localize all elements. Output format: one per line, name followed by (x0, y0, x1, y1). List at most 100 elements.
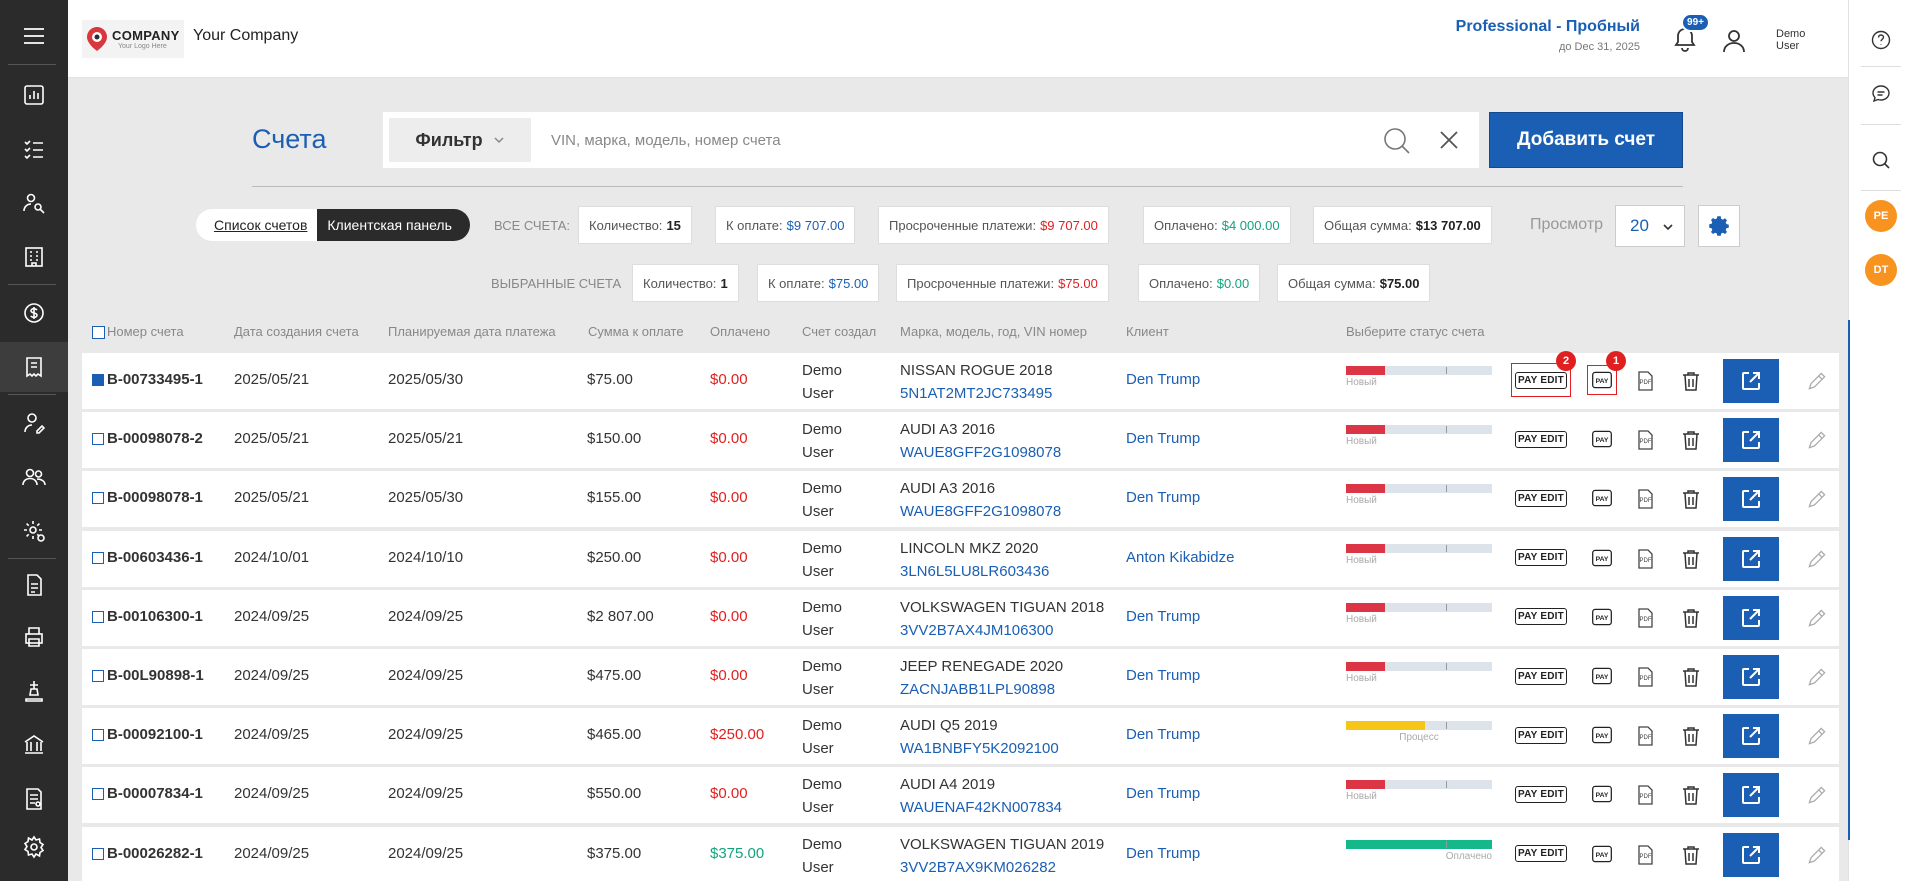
col-created[interactable]: Дата создания счета (234, 324, 359, 339)
close-icon[interactable] (1437, 128, 1461, 152)
edit-button[interactable] (1804, 486, 1830, 512)
status-progress-bar[interactable] (1346, 602, 1492, 612)
users-icon[interactable] (0, 452, 68, 502)
vin-link[interactable]: 3VV2B7AX9KM026282 (900, 858, 1056, 876)
tab-invoice-list[interactable]: Список счетов (214, 217, 308, 233)
row-checkbox[interactable] (92, 492, 104, 505)
invoice-icon[interactable] (0, 342, 68, 392)
edit-button[interactable] (1804, 842, 1830, 868)
status-selector[interactable]: Новый (1346, 662, 1492, 684)
user-icon[interactable] (1720, 26, 1748, 54)
open-invoice-button[interactable] (1723, 655, 1779, 699)
open-invoice-button[interactable] (1723, 536, 1779, 581)
status-progress-bar[interactable] (1346, 662, 1492, 671)
plan-name[interactable]: Professional - Пробный (1455, 18, 1640, 35)
pdf-button[interactable]: PDF (1633, 487, 1657, 511)
edit-button[interactable] (1804, 723, 1830, 749)
help-icon[interactable] (1865, 24, 1897, 56)
invoice-number[interactable]: B-00733495-1 (107, 371, 203, 388)
pay-button[interactable]: PAY (1589, 664, 1615, 688)
row-checkbox[interactable] (92, 433, 104, 446)
report-icon[interactable] (0, 774, 68, 824)
delete-button[interactable] (1679, 487, 1703, 511)
pdf-button[interactable]: PDF (1633, 783, 1657, 807)
pay-edit-button[interactable]: PAY EDIT (1511, 363, 1571, 397)
edit-button[interactable] (1804, 605, 1830, 631)
user-name[interactable]: Demo User (1776, 28, 1806, 52)
edit-button[interactable] (1804, 782, 1830, 808)
tab-client-panel[interactable]: Клиентская панель (317, 209, 470, 241)
invoice-number[interactable]: B-00098078-1 (107, 489, 203, 507)
client-link[interactable]: Den Trump (1126, 430, 1201, 448)
pay-button[interactable]: PAY (1589, 723, 1615, 747)
building-icon[interactable] (0, 232, 68, 282)
row-checkbox[interactable] (92, 788, 104, 801)
status-progress-bar[interactable] (1346, 839, 1492, 849)
search-icon[interactable] (1865, 144, 1897, 176)
row-checkbox[interactable] (92, 670, 104, 682)
pay-edit-button[interactable]: PAY EDIT (1514, 782, 1568, 806)
pay-button[interactable]: PAY (1589, 486, 1615, 510)
open-invoice-button[interactable] (1723, 773, 1779, 818)
vin-link[interactable]: ZACNJABB1LPL90898 (900, 681, 1056, 698)
table-row[interactable]: B-00L90898-1 2024/09/25 2024/09/25 $475.00 $… (82, 649, 1839, 705)
money-icon[interactable] (0, 288, 68, 338)
edit-button[interactable] (1804, 664, 1830, 690)
table-row[interactable]: B-00092100-1 2024/09/25 2024/09/25 $465.00 $… (82, 708, 1839, 765)
pay-button[interactable]: PAY (1589, 842, 1615, 866)
settings-cog-icon[interactable] (0, 506, 68, 556)
invoice-number[interactable]: B-00106300-1 (107, 607, 203, 625)
status-selector[interactable]: Оплачено (1346, 839, 1492, 862)
scrollbar[interactable] (1848, 320, 1850, 840)
users-search-icon[interactable] (0, 178, 68, 228)
pay-edit-button[interactable]: PAY EDIT (1514, 486, 1568, 510)
pdf-button[interactable]: PDF (1633, 547, 1657, 571)
pdf-button[interactable]: PDF (1633, 724, 1657, 748)
status-selector[interactable]: Новый (1346, 780, 1492, 802)
pdf-button[interactable]: PDF (1633, 428, 1657, 452)
table-row[interactable]: B-00007834-1 2024/09/25 2024/09/25 $550.00 $… (82, 767, 1839, 824)
delete-button[interactable] (1679, 547, 1703, 571)
status-progress-bar[interactable] (1346, 425, 1492, 435)
status-selector[interactable]: Процесс (1346, 721, 1492, 743)
pdf-button[interactable]: PDF (1633, 369, 1657, 393)
edit-button[interactable] (1804, 546, 1830, 572)
open-invoice-button[interactable] (1723, 359, 1779, 403)
status-selector[interactable]: Новый (1346, 602, 1492, 625)
delete-button[interactable] (1679, 606, 1703, 630)
chat-icon[interactable] (1865, 78, 1897, 110)
row-checkbox[interactable] (92, 374, 104, 386)
pay-button[interactable]: PAY (1589, 427, 1615, 451)
client-link[interactable]: Den Trump (1126, 844, 1201, 862)
delete-button[interactable] (1679, 369, 1703, 393)
edit-button[interactable] (1804, 427, 1830, 453)
vin-link[interactable]: WAUENAF42KN007834 (900, 799, 1063, 817)
status-progress-bar[interactable] (1346, 484, 1492, 494)
table-row[interactable]: B-00098078-2 2025/05/21 2025/05/21 $150.00 $… (82, 412, 1839, 469)
search-input[interactable] (551, 126, 1351, 154)
table-row[interactable]: B-00106300-1 2024/09/25 2024/09/25 $2 807.0… (82, 589, 1839, 646)
user-edit-icon[interactable] (0, 398, 68, 448)
status-selector[interactable]: Новый (1346, 425, 1492, 447)
delete-button[interactable] (1679, 783, 1703, 807)
table-row[interactable]: B-00026282-1 2024/09/25 2024/09/25 $375.00 $… (82, 826, 1839, 881)
pay-edit-button[interactable]: PAY EDIT (1514, 842, 1568, 866)
select-all-checkbox[interactable] (92, 326, 105, 339)
edit-button[interactable] (1804, 368, 1830, 394)
vin-link[interactable]: WA1BNBFY5K2092100 (900, 740, 1059, 758)
avatar[interactable]: PE (1865, 200, 1897, 232)
open-invoice-button[interactable] (1723, 477, 1779, 522)
pdf-button[interactable]: PDF (1633, 843, 1657, 867)
list-icon[interactable] (0, 124, 68, 174)
col-invoice[interactable]: Номер счета (107, 324, 184, 339)
invoice-number[interactable]: B-00007834-1 (107, 785, 203, 803)
client-link[interactable]: Den Trump (1126, 489, 1201, 507)
search-icon[interactable] (1383, 127, 1411, 155)
client-link[interactable]: Den Trump (1126, 667, 1201, 684)
status-progress-bar[interactable] (1346, 366, 1492, 375)
settings-icon[interactable] (0, 822, 68, 872)
bank-icon[interactable] (0, 720, 68, 770)
col-car[interactable]: Марка, модель, год, VIN номер (900, 324, 1088, 339)
open-invoice-button[interactable] (1723, 418, 1779, 463)
col-planned[interactable]: Планируемая дата платежа (388, 324, 556, 339)
